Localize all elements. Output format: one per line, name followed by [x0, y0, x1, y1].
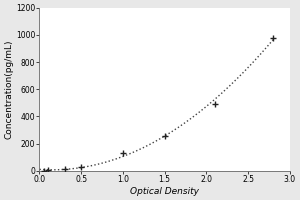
X-axis label: Optical Density: Optical Density: [130, 187, 199, 196]
Y-axis label: Concentration(pg/mL): Concentration(pg/mL): [4, 40, 13, 139]
